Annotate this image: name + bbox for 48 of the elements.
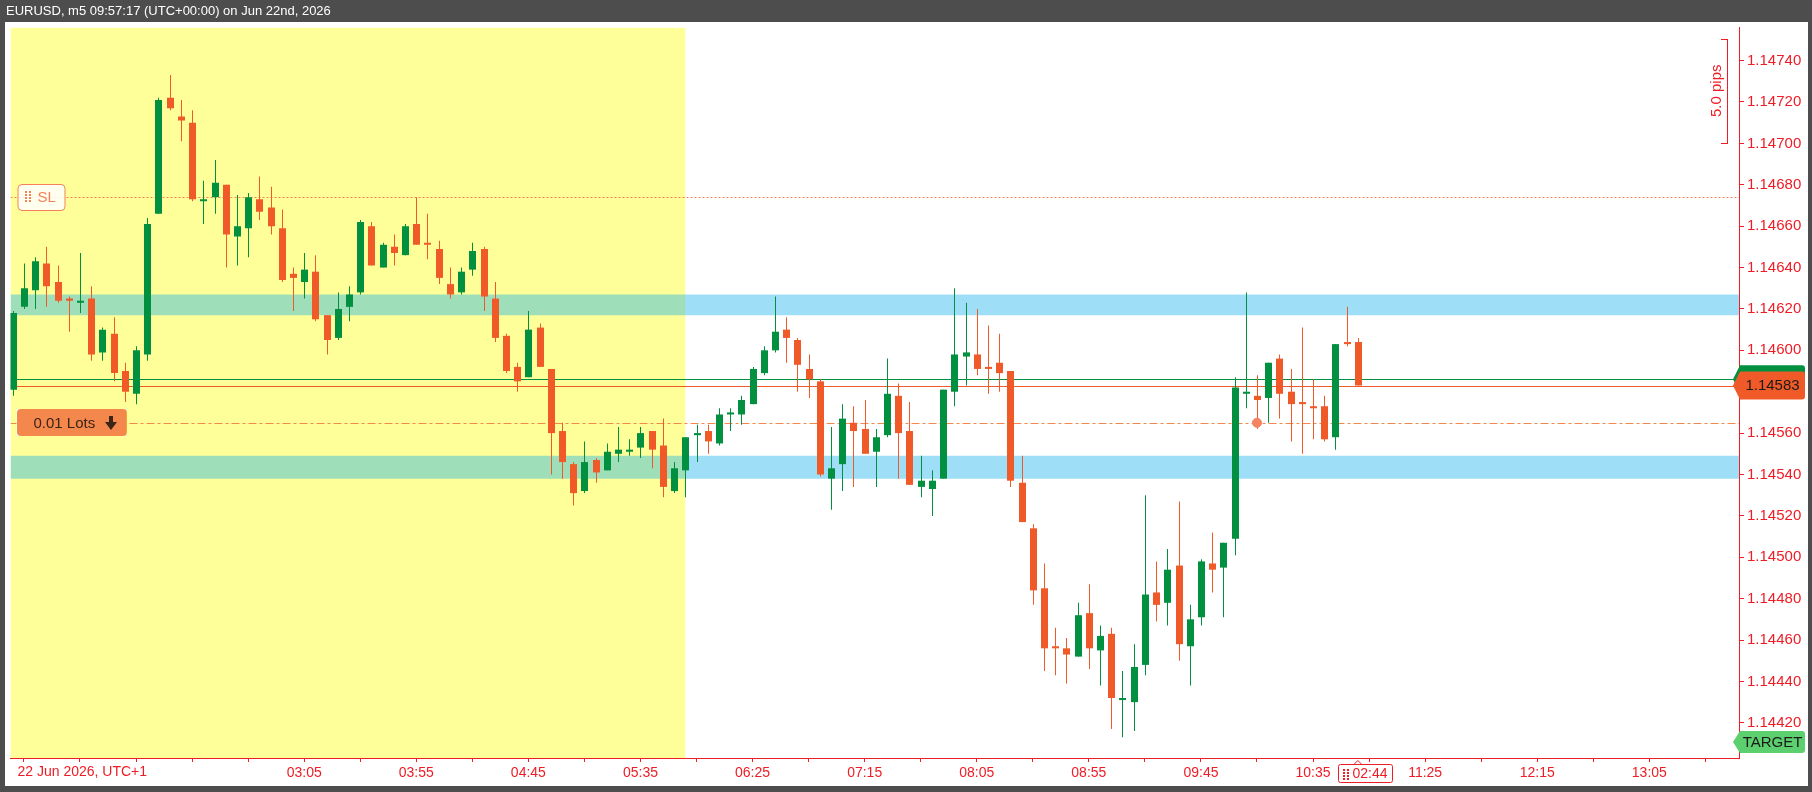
- y-tick-label: 1.14440: [1747, 671, 1802, 689]
- x-tick-label: 10:35: [1295, 764, 1331, 781]
- x-tick-label: 05:35: [622, 764, 659, 781]
- x-tick-label: 12:15: [1519, 764, 1555, 781]
- y-tick-label: 1.14680: [1747, 174, 1802, 192]
- candlestick: [850, 406, 857, 487]
- annotation: 5.0 pips: [1707, 64, 1725, 118]
- x-tick-label: 08:55: [1071, 764, 1107, 781]
- x-tick-label: 13:05: [1631, 764, 1668, 781]
- candlestick: [424, 213, 431, 260]
- y-tick-label: 1.14420: [1747, 712, 1802, 730]
- x-tick-label: 03:05: [286, 764, 322, 781]
- candlestick: [1119, 671, 1126, 738]
- y-tick-label: 1.14640: [1747, 257, 1802, 275]
- candlestick: [1344, 306, 1351, 347]
- y-tick-label: 1.14720: [1747, 92, 1802, 110]
- y-tick-label: 1.14620: [1747, 299, 1802, 317]
- x-axis-title: 22 Jun 2026, UTC+1: [17, 762, 148, 779]
- candlestick: [727, 408, 734, 432]
- x-tick-label: 09:45: [1183, 764, 1219, 781]
- candlestick: [66, 296, 73, 332]
- ref-line-label: 1.14583: [1745, 376, 1800, 394]
- y-tick-label: 1.14700: [1747, 133, 1802, 151]
- text: 02:44: [1352, 764, 1388, 781]
- y-tick-label: 1.14500: [1747, 547, 1802, 565]
- y-tick-label: 1.14740: [1747, 50, 1802, 68]
- candlestick: [1052, 627, 1059, 676]
- x-tick-label: 08:05: [959, 764, 995, 781]
- candlestick: [694, 424, 701, 463]
- y-tick-label: 1.14660: [1747, 216, 1802, 234]
- x-tick-label: 06:25: [735, 764, 771, 781]
- x-tick-label: 03:55: [398, 764, 435, 781]
- candlestick: [200, 180, 207, 225]
- y-tick-label: 1.14460: [1747, 630, 1802, 648]
- y-tick-label: 1.14480: [1747, 588, 1802, 606]
- y-tick-label: 1.14540: [1747, 464, 1802, 482]
- text: TARGET: [1742, 732, 1803, 750]
- y-tick-label: 1.14560: [1747, 423, 1802, 441]
- x-tick-label: 04:45: [510, 764, 547, 781]
- y-tick-label: 1.14520: [1747, 506, 1802, 524]
- ref-line-label: 0.01 Lots: [33, 413, 96, 431]
- candlestick: [290, 267, 297, 312]
- ref-line-label: SL: [37, 188, 56, 206]
- x-tick-label: 11:25: [1408, 764, 1443, 781]
- candlestick: [77, 253, 84, 314]
- chart-title: EURUSD, m5 09:57:17 (UTC+00:00) on Jun 22nd, 2026: [5, 2, 332, 20]
- x-tick-label: 07:15: [847, 764, 883, 781]
- y-tick-label: 1.14600: [1747, 340, 1802, 358]
